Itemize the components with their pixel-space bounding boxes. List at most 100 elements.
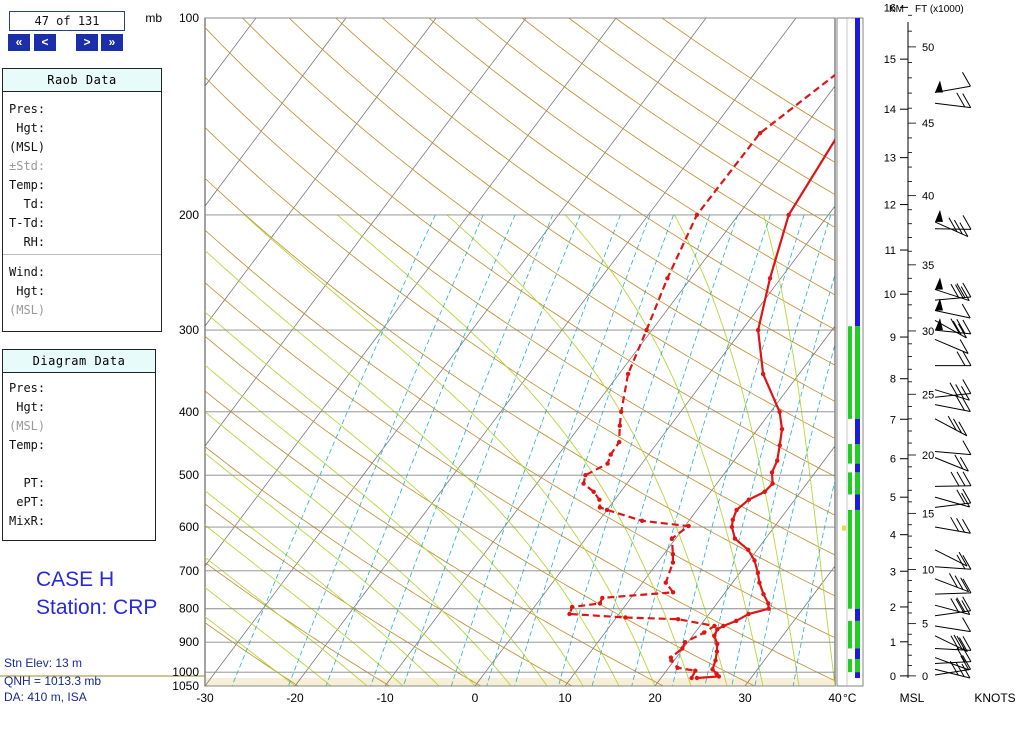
isotherm [294,18,797,686]
dry-adiabat [205,76,835,516]
wind-barb-staff [934,625,971,633]
station-name: Station: CRP [36,596,158,619]
temperature-point [767,276,773,281]
km-tick-label: 9 [890,332,896,344]
raob-row-t-td: T-Td: [9,216,46,230]
wind-barb-feather [962,93,972,108]
temperature-point [734,507,739,513]
wind-barb-feather [953,634,963,650]
wind-barb-feather [956,351,966,366]
panel-divider [3,254,161,255]
wind-barb-feather [961,397,971,412]
wind-barb-feather [962,72,971,87]
mixing-ratio-line [231,214,436,686]
temperature-point [755,327,761,333]
wind-barb-pennant [935,298,943,311]
raob-row-rh: RH: [9,235,46,249]
moist-adiabat [564,214,764,686]
wind-barbs [934,72,972,679]
mixing-ratio-line [792,478,835,686]
km-tick-label: 13 [884,153,896,165]
raob-row-wind-hgt: Hgt: [9,284,46,298]
km-tick-label: 6 [890,454,896,466]
moist-adiabat [205,587,332,686]
wind-bar-segment [855,418,860,445]
mixing-ratio-line [403,214,581,686]
temperature-point [746,611,751,617]
dewpoint-point [670,560,676,565]
wind-bar-segment [855,463,860,473]
first-sounding-button[interactable]: « [8,34,30,51]
wind-barb-feather [961,303,971,319]
pressure-tick-label: 1050 [172,679,199,693]
previous-sounding-button[interactable]: < [34,34,56,51]
wind-barb-feather [962,282,972,298]
dewpoint-point [682,640,688,645]
wind-barb-feather [960,655,970,671]
dewpoint-point [686,523,691,529]
dewpoint-point [675,665,680,670]
temperature-point [732,536,738,541]
dry-adiabat [242,18,835,439]
wind-bar-segment [855,326,860,419]
wind-bar-segment [855,18,860,327]
wind-barb-feather [956,318,966,334]
temperature-tick-label: -20 [286,691,304,705]
wind-barb-feather [962,554,972,570]
dry-adiabat [428,18,835,296]
next-sounding-button[interactable]: > [76,34,98,51]
temperature-point [715,641,720,646]
dewpoint-point [668,655,674,660]
wind-barb-staff [934,526,971,534]
wind-bar-segment [855,648,860,660]
pressure-tick-label: 400 [179,405,199,419]
dewpoint-point [583,473,588,478]
km-tick-label: 11 [885,245,896,257]
temperature-point [777,409,782,414]
raob-row-temp: Temp: [9,178,46,192]
temperature-point [762,489,767,494]
pressure-tick-label: 900 [179,635,199,649]
ft-tick-label: 10 [922,565,934,577]
isotherm [205,18,527,447]
wind-barb-feather [962,351,972,366]
isotherm [0,18,166,686]
height-axis-label: KNOTS [974,691,1015,705]
dewpoint-point [670,551,676,557]
dry-adiabat [205,229,835,639]
raob-panel-title: Raob Data [3,69,161,92]
temperature-point [779,426,785,432]
dewpoint-point [625,371,631,377]
temperature-point [746,497,751,502]
dewpoint-point [693,668,698,673]
temperature-point [713,658,718,663]
wind-barb-feather [950,283,960,299]
mixing-ratio-line [672,214,805,686]
dewpoint-point [675,617,681,622]
isotherm [744,565,835,686]
dry-adiabat [205,622,299,686]
temperature-tick-label: 20 [648,691,662,705]
km-tick-label: 10 [884,289,896,301]
raob-row-hgt: Hgt: [9,121,46,135]
ft-tick-label: 15 [922,508,934,520]
last-sounding-button[interactable]: » [101,34,123,51]
dewpoint-point [906,16,910,20]
diagram-row-pres: Pres: [9,381,46,395]
dewpoint-point [608,452,613,457]
raob-data-panel: Raob Data Pres: Hgt: (MSL) ±Std: Temp: T… [2,68,162,332]
temperature-tick-label: 30 [738,691,752,705]
temperature-point [714,671,719,676]
temperature-point [712,633,717,638]
wind-barb-feather [956,635,966,651]
mixing-ratio-line [514,214,674,686]
ft-tick-label: 5 [922,619,928,631]
km-tick-label: 16 [884,2,896,14]
temperature-point [766,606,771,611]
wind-barb-pennant [935,80,943,93]
diagram-row-hgt: Hgt: [9,400,46,414]
diagram-row-mixr: MixR: [9,514,46,528]
isotherm [654,445,835,686]
dewpoint-point [581,481,586,486]
